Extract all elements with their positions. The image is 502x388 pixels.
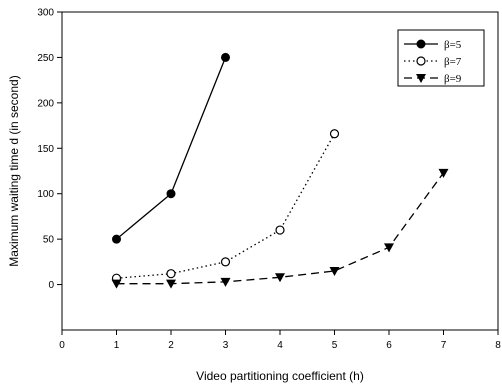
data-point xyxy=(220,257,231,267)
series-2 xyxy=(111,129,340,283)
x-tick-label: 1 xyxy=(114,340,120,351)
data-point xyxy=(166,269,176,279)
series-1 xyxy=(112,52,230,244)
legend-marker xyxy=(416,56,426,66)
legend-marker xyxy=(416,74,426,83)
data-point xyxy=(221,52,230,62)
data-point xyxy=(220,277,231,287)
data-point xyxy=(275,273,285,283)
x-tick-label: 4 xyxy=(277,340,283,351)
y-tick-label: 100 xyxy=(37,189,54,200)
legend-marker xyxy=(416,39,426,49)
data-point xyxy=(111,279,122,289)
x-tick-label: 7 xyxy=(441,340,447,351)
legend: β=5 β=7 β=9 xyxy=(397,29,485,87)
data-point xyxy=(329,129,340,139)
y-tick-label: 150 xyxy=(37,144,54,155)
data-point xyxy=(166,189,176,199)
x-tick-label: 5 xyxy=(332,340,338,351)
y-tick-label: 50 xyxy=(43,235,55,246)
series-line xyxy=(116,133,336,279)
data-point xyxy=(329,266,340,276)
legend-box xyxy=(397,29,485,87)
data-point xyxy=(112,234,121,244)
series-3 xyxy=(111,168,449,289)
x-axis-label: Video partitioning coefficient (h) xyxy=(196,369,364,383)
x-tick-label: 3 xyxy=(223,340,229,351)
legend-items: β=5 β=7 β=9 xyxy=(404,39,462,85)
axis-ticks: 0 1 2 3 4 5 6 7 8 0 50 100 150 200 250 300 xyxy=(37,8,501,352)
y-tick-label: 0 xyxy=(48,280,54,291)
x-tick-label: 8 xyxy=(495,340,501,351)
x-tick-label: 0 xyxy=(59,340,65,351)
y-tick-label: 250 xyxy=(37,53,54,64)
y-axis-label: Maximum waiting time d (in second) xyxy=(7,75,21,266)
data-point xyxy=(275,225,285,235)
series-line xyxy=(116,57,227,240)
y-tick-label: 300 xyxy=(37,8,54,19)
y-tick-label: 200 xyxy=(37,98,54,109)
x-tick-label: 6 xyxy=(386,340,392,351)
series-layer xyxy=(111,52,449,289)
x-tick-label: 2 xyxy=(168,340,174,351)
data-point xyxy=(438,168,449,178)
legend-label: β=5 xyxy=(444,39,462,51)
legend-label: β=9 xyxy=(444,73,462,85)
legend-label: β=7 xyxy=(444,56,462,68)
data-point xyxy=(166,279,176,289)
data-point xyxy=(384,243,394,253)
